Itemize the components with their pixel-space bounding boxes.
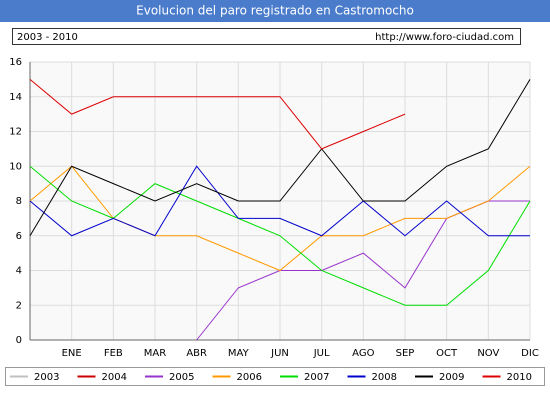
x-tick-label: ABR: [186, 348, 207, 359]
legend-label: 2003: [34, 372, 59, 383]
y-tick-label: 0: [16, 335, 22, 346]
series-line: [29, 79, 531, 237]
y-tick-label: 12: [9, 127, 22, 138]
chart-title: Evolucion del paro registrado en Castrom…: [136, 4, 414, 18]
series-line: [29, 78, 406, 150]
series-line: [29, 165, 530, 237]
x-tick-label: FEB: [104, 348, 123, 359]
x-tick-label: JUL: [313, 348, 330, 359]
y-tick-label: 16: [9, 57, 22, 68]
x-tick-label: AGO: [352, 348, 374, 359]
legend-label: 2009: [439, 372, 464, 383]
x-tick-label: MAR: [144, 348, 166, 359]
x-tick-label: NOV: [477, 348, 499, 359]
y-tick-label: 2: [16, 300, 22, 311]
y-tick-label: 6: [16, 231, 22, 242]
legend-label: 2004: [102, 372, 127, 383]
legend-label: 2007: [304, 372, 329, 383]
y-tick-label: 14: [9, 92, 22, 103]
source: http://www.foro-ciudad.com: [375, 32, 514, 43]
y-tick-label: 4: [16, 266, 22, 277]
y-tick-label: 10: [9, 161, 22, 172]
legend-box: [5, 367, 545, 386]
x-tick-label: DIC: [521, 348, 539, 359]
legend-label: 2006: [237, 372, 262, 383]
title-bar: [0, 0, 550, 22]
x-tick-label: MAY: [228, 348, 250, 359]
y-tick-label: 8: [16, 196, 22, 207]
subtitle: 2003 - 2010: [17, 32, 78, 43]
x-tick-label: OCT: [436, 348, 458, 359]
legend-label: 2010: [507, 372, 532, 383]
legend-label: 2008: [372, 372, 397, 383]
subheader-box: [12, 28, 521, 45]
x-tick-label: ENE: [62, 348, 82, 359]
legend-label: 2005: [169, 372, 194, 383]
x-tick-label: JUN: [270, 348, 289, 359]
x-tick-label: SEP: [396, 348, 415, 359]
